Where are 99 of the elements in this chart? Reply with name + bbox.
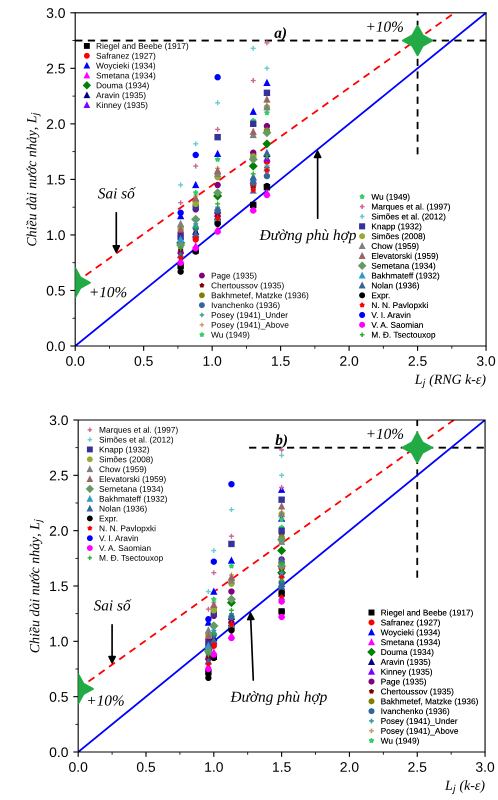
y-tick-label: 2.5	[50, 470, 68, 481]
legend-label: Bakhmateff (1932)	[100, 496, 167, 504]
legend-label: Chow (1959)	[372, 242, 418, 251]
text: a)	[274, 27, 286, 42]
legend-label: Chertoussov (1935)	[211, 282, 284, 290]
legend-label: Semetana (1934)	[99, 486, 163, 494]
y-tick-label: 1.5	[50, 581, 68, 592]
legend-label: Page (1935)	[212, 272, 256, 280]
annotation: +10%	[367, 22, 403, 32]
legend-label: Simões (2008)	[372, 233, 425, 241]
y-tick-label: 0.5	[50, 692, 68, 702]
legend-label: Douma (1934)	[381, 648, 434, 657]
annotation: +10%	[367, 428, 404, 440]
x-tick-label: 1.5	[272, 356, 290, 366]
legend-label: Douma (1934)	[96, 82, 149, 90]
x-tick-label: 2.5	[408, 762, 426, 772]
legend-label: V. I. Aravin	[371, 312, 410, 318]
annotation: Đường phù hợp	[230, 691, 327, 706]
y-tick-label: 1.0	[47, 230, 65, 240]
x-tick-label: 2.0	[340, 762, 359, 772]
x-tick-label: 1.0	[205, 762, 223, 772]
legend-label: Ivanchenko (1936)	[381, 708, 450, 716]
legend-label: Expr.	[372, 292, 390, 300]
legend-label: Safranez (1927)	[96, 52, 156, 60]
legend-label: Simões et al. (2012)	[99, 436, 174, 444]
annotation: Sai số	[94, 599, 132, 611]
legend-label: Woycieki (1934)	[380, 629, 440, 637]
legend-label: V. A. Saomian	[371, 322, 423, 328]
legend-label: Page (1935)	[381, 678, 426, 686]
y-tick-label: 2.0	[46, 119, 65, 130]
legend-label: Kinney (1935)	[381, 668, 432, 676]
x-tick-label: 1.5	[273, 762, 291, 772]
x-axis-title: L$_{j}$ (RNG k-ε)	[414, 374, 486, 388]
legend-label: Wu (1949)	[380, 738, 419, 746]
legend-label: N. N. Pavlopxki	[100, 525, 156, 533]
x-tick-label: 0.5	[134, 356, 153, 366]
x-tick-label: 1.0	[204, 356, 222, 366]
y-tick-label: 0.0	[46, 341, 65, 352]
annotation: Đường phù hợp	[259, 229, 356, 244]
legend-label: Semetana (1934)	[372, 262, 436, 270]
y-tick-label: 3.0	[50, 415, 68, 426]
legend-label: Kinney (1935)	[96, 102, 148, 110]
legend-label: Chertoussov (1935)	[381, 688, 454, 696]
y-axis-title: Chiều dài nước nhảy, L$_{j}$	[26, 112, 41, 246]
y-tick-label: 3.0	[46, 8, 65, 18]
legend-label: Smetana (1934)	[381, 639, 440, 647]
legend-label: M. Đ. Tsectouxop	[100, 555, 163, 563]
legend-label: Knapp (1932)	[372, 223, 422, 231]
y-tick-label: 2.5	[46, 64, 65, 74]
legend-label: Simões et al. (2012)	[372, 213, 446, 222]
annotation: +10%	[88, 695, 124, 706]
legend-label: Woycieki (1934)	[96, 62, 156, 70]
legend-label: Nolan (1936)	[100, 505, 147, 514]
y-axis-title: Chiều dài nước nhảy, L$_{j}$	[29, 519, 44, 652]
y-tick-label: 1.5	[47, 174, 65, 185]
x-tick-label: 3.0	[476, 356, 496, 366]
y-tick-label: 0.5	[46, 286, 65, 296]
annotation: +10%	[90, 286, 126, 298]
x-tick-label: 0.5	[136, 762, 156, 772]
legend-label: V. I. Aravin	[99, 535, 138, 542]
legend-label: Ivanchenko (1936)	[212, 302, 280, 310]
legend-label: Posey (1941)_Above	[381, 728, 458, 736]
legend-label: Marques et al. (1997)	[372, 203, 450, 212]
legend-label: Aravin (1935)	[380, 658, 430, 667]
legend-label: M. Đ. Tsectouxop	[372, 332, 436, 340]
legend-label: Riegel and Beebe (1917)	[381, 609, 473, 618]
legend-label: Smetana (1934)	[96, 72, 156, 80]
legend-label: Posey (1941)_Under	[381, 718, 458, 726]
legend-label: Aravin (1935)	[96, 92, 146, 100]
y-tick-label: 2.0	[50, 526, 68, 536]
annotation: Sai số	[98, 187, 136, 199]
legend-label: Posey (1941)_Above	[212, 322, 289, 330]
legend-label: Marques et al. (1997)	[100, 426, 178, 434]
text: Wu (1949)	[211, 332, 250, 340]
legend-label: Bakhmetef, Matzke (1936)	[381, 698, 478, 706]
legend-label: Bakhmetef, Matzke (1936)	[212, 292, 308, 300]
y-tick-label: 0.0	[50, 747, 68, 758]
legend-label: Simões (2008)	[99, 456, 153, 464]
legend-label: Knapp (1932)	[100, 446, 150, 454]
legend-label: Riegel and Beebe (1917)	[96, 42, 188, 51]
legend-label: Bakhmateff (1932)	[372, 272, 440, 280]
x-tick-label: 3.0	[476, 762, 494, 772]
legend-label: V. A. Saomian	[99, 544, 151, 552]
x-tick-label: 2.0	[340, 356, 358, 366]
legend-label: Posey (1941)_Under	[212, 312, 288, 320]
y-tick-label: 1.0	[50, 636, 68, 647]
x-tick-label: 2.5	[408, 356, 427, 366]
legend-label: Expr.	[100, 516, 118, 524]
legend-label: Chow (1959)	[99, 466, 146, 474]
x-tick-label: 0.0	[66, 356, 84, 366]
legend-label: Safranez (1927)	[381, 619, 440, 628]
x-axis-title: L$_{j}$ (k-ε)	[444, 780, 485, 794]
legend-label: Elevatorski (1959)	[372, 252, 438, 261]
text: b)	[275, 434, 288, 448]
legend-label: Nolan (1936)	[372, 282, 419, 290]
legend-label: Elevatorski (1959)	[100, 476, 166, 484]
x-tick-label: 0.0	[69, 762, 88, 772]
legend-label: N. N. Pavlopxki	[372, 302, 428, 310]
legend-label: Wu (1949)	[371, 194, 410, 202]
